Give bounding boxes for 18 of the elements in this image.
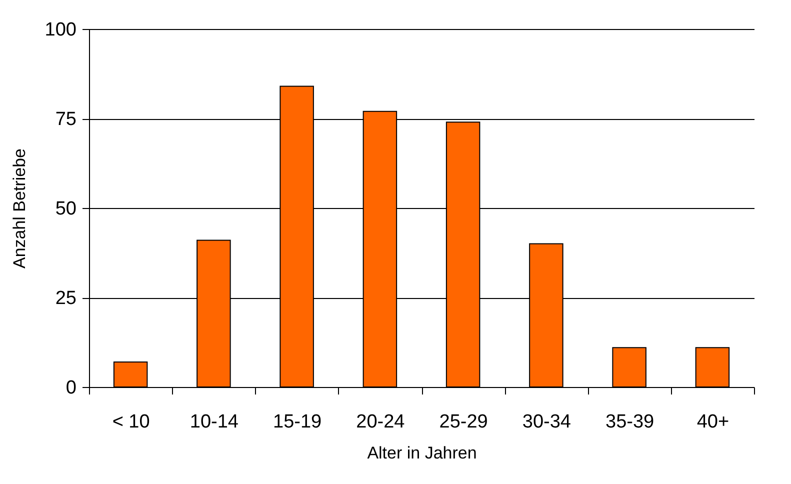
y-tick-label: 50: [55, 198, 76, 220]
x-tick-label: 30-34: [522, 412, 572, 432]
x-tick-label: 25-29: [439, 412, 488, 432]
bar: [695, 347, 730, 388]
y-tick-label: 0: [66, 378, 76, 398]
x-tick-label: < 10: [112, 412, 150, 432]
y-axis-title: Anzahl Betriebe: [10, 148, 29, 269]
y-tick-label: 25: [55, 288, 76, 309]
y-tick-label: 100: [44, 20, 76, 40]
x-tick-label: 15-19: [273, 412, 322, 432]
y-tick-label: 75: [55, 109, 76, 130]
x-axis-title: Alter in Jahren: [367, 444, 477, 462]
bar: [113, 361, 148, 388]
x-tick-label: 20-24: [356, 412, 406, 432]
bar: [612, 347, 646, 388]
x-tick-label: 40+: [696, 412, 730, 432]
x-tick-label: 35-39: [606, 412, 654, 432]
x-tick-label: 10-14: [190, 412, 239, 432]
